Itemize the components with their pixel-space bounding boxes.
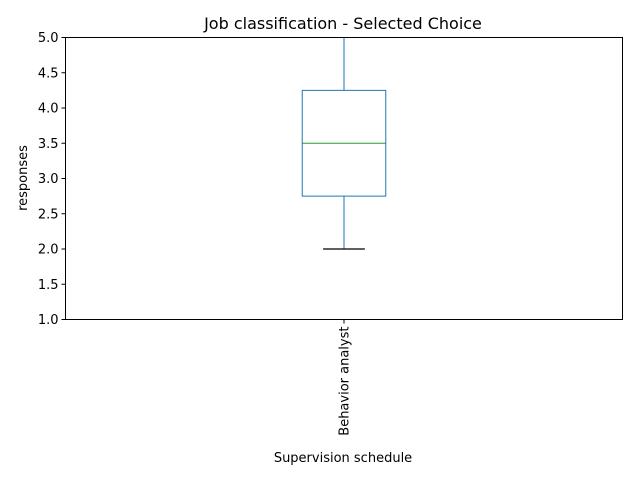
- box-series: [301, 37, 387, 250]
- y-tick-label: 3.0: [38, 172, 59, 187]
- y-tick-label: 2.5: [38, 207, 59, 222]
- x-axis-ticks: Behavior analyst: [338, 319, 353, 436]
- y-axis-label: responses: [16, 145, 31, 211]
- x-axis-label: Supervision schedule: [274, 451, 412, 466]
- y-tick-label: 5.0: [38, 31, 59, 46]
- y-tick-label: 1.0: [38, 313, 59, 328]
- x-tick-label: Behavior analyst: [338, 327, 353, 436]
- plot-frame: [65, 37, 623, 320]
- y-tick-label: 1.5: [38, 278, 59, 293]
- y-axis-ticks: 1.0 1.5 2.0 2.5 3.0 3.5 4.0 4.5 5.0: [38, 31, 66, 328]
- y-tick-label: 2.0: [38, 243, 59, 258]
- y-tick-label: 4.5: [38, 66, 59, 81]
- y-tick-label: 3.5: [38, 137, 59, 152]
- y-tick-label: 4.0: [38, 102, 59, 117]
- chart-title: Job classification - Selected Choice: [203, 14, 482, 33]
